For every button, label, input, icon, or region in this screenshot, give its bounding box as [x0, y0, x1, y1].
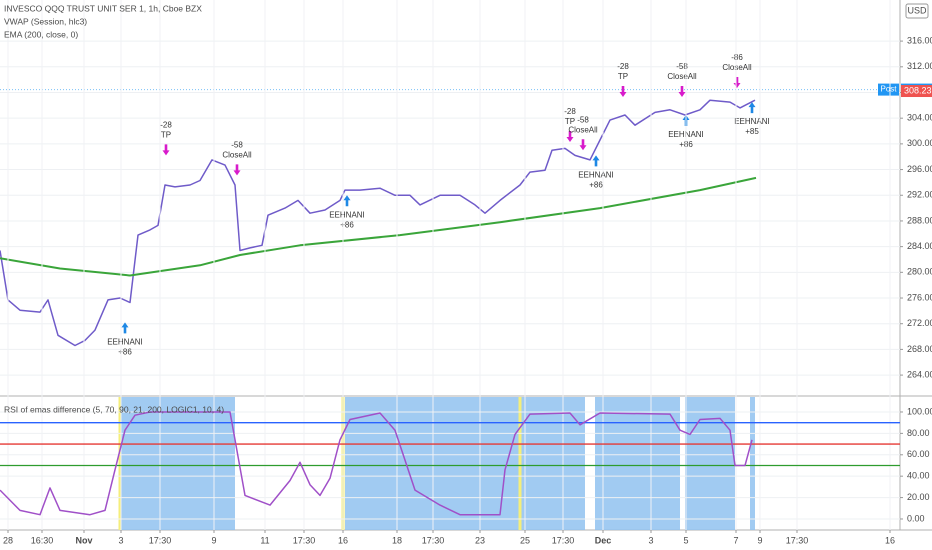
- y-tick-label: 272.00: [907, 318, 932, 328]
- signal-note: TP: [565, 117, 575, 126]
- short-signal-arrow: [579, 139, 587, 151]
- short-signal-arrow: [233, 164, 241, 176]
- y-tick-label: 300.00: [907, 138, 932, 148]
- signal-region: [120, 397, 235, 530]
- signal-label: -28: [564, 107, 576, 116]
- signal-label: -58: [676, 62, 688, 71]
- series-line: [0, 411, 753, 516]
- signal-note: CloseAll: [568, 125, 598, 134]
- signal-label: -58: [577, 115, 589, 124]
- y-tick-label: 264.00: [907, 369, 932, 379]
- x-tick-label: 17:30: [552, 535, 575, 545]
- signal-note: CloseAll: [222, 150, 252, 159]
- pane: 264.00 268.00 272.00 276.00 280.00 284.00 288.…: [0, 35, 932, 379]
- currency[interactable]: USD: [907, 5, 927, 15]
- y-tick-label: 312.00: [907, 61, 932, 71]
- y-tick-label: 276.00: [907, 292, 932, 302]
- signal-region: [595, 397, 680, 530]
- y-tick-label: 80.00: [907, 428, 930, 438]
- y-tick-label: 20.00: [907, 492, 930, 502]
- y-tick-label: 60.00: [907, 449, 930, 459]
- x-tick-label: 5: [683, 535, 688, 545]
- y-tick-label: 296.00: [907, 164, 932, 174]
- y-tick-label: 316.00: [907, 35, 932, 45]
- long-signal-arrow: [748, 102, 756, 114]
- signal-note: TP: [618, 72, 628, 81]
- currency-button[interactable]: [905, 3, 929, 19]
- x-tick-label: 17:30: [422, 535, 445, 545]
- signal-region: [750, 397, 755, 530]
- x-tick-label: 17:30: [786, 535, 809, 545]
- legend: INVESCO QQQ TRUST UNIT SER 1, 1h, Cboe B…: [4, 3, 224, 414]
- x-tick-label: 11: [260, 535, 269, 545]
- signal-label: -58: [231, 140, 243, 149]
- x-tick-label: 16: [885, 535, 895, 545]
- y-tick-label: 280.00: [907, 267, 932, 277]
- signal-note: TP: [161, 131, 171, 140]
- signal-note: CloseAll: [722, 63, 752, 72]
- y-tick-label: 0.00: [907, 513, 925, 523]
- signal-region: [685, 397, 735, 530]
- session-tag: [878, 83, 899, 96]
- price-badge-label: 308.23: [904, 85, 932, 95]
- x-tick-label: Dec: [595, 535, 612, 545]
- x-tick-label: 18: [392, 535, 402, 545]
- short-signal-arrow: [162, 144, 170, 156]
- series-line: [0, 99, 756, 347]
- signal-marker: [518, 397, 522, 530]
- signal-note: +86: [589, 181, 603, 190]
- signal-label: -28: [160, 121, 172, 130]
- short-signal-arrow: [733, 76, 741, 88]
- x-tick-label: 7: [733, 535, 738, 545]
- x-tick-label: Nov: [75, 535, 92, 545]
- y-tick-label: 288.00: [907, 215, 932, 225]
- x-tick-label: 28: [3, 535, 13, 545]
- y-tick-label: 284.00: [907, 241, 932, 251]
- signal-note: +85: [745, 127, 759, 136]
- x-tick-label: 9: [211, 535, 216, 545]
- signal-label: EEHNANI: [329, 210, 365, 219]
- x-tick-label: 17:30: [293, 535, 316, 545]
- x-tick-label: 3: [648, 535, 653, 545]
- signal-region: [520, 397, 585, 530]
- y-tick-label: 100.00: [907, 406, 932, 416]
- legend-entry[interactable]: EMA (200, close, 0): [4, 29, 78, 39]
- x-tick-label: 3: [118, 535, 123, 545]
- long-signal-arrow: [121, 322, 129, 334]
- legend-entry[interactable]: VWAP (Session, hlc3): [4, 16, 87, 26]
- indicator-title[interactable]: RSI of emas difference (5, 70, 90, 21, 2…: [4, 404, 224, 414]
- x-tick-label: 23: [475, 535, 485, 545]
- y-tick-label: 40.00: [907, 471, 930, 481]
- signal-note: CloseAll: [667, 72, 697, 81]
- signal-label: -28: [617, 62, 629, 71]
- short-signal-arrow: [678, 85, 686, 97]
- signal-note: +86: [340, 220, 354, 229]
- signal-label: EEHNANI: [734, 117, 770, 126]
- long-signal-arrow: [592, 155, 600, 167]
- x-tick-label: 16: [338, 535, 348, 545]
- long-signal-arrow: [343, 195, 351, 207]
- signal-label: -86: [731, 53, 743, 62]
- y-tick-label: 268.00: [907, 344, 932, 354]
- price-badge: [901, 85, 932, 98]
- y-tick-label: 304.00: [907, 113, 932, 123]
- x-tick-label: 9: [757, 535, 762, 545]
- short-signal-arrow: [619, 85, 627, 97]
- signal-marker: [118, 397, 122, 530]
- signal-note: +86: [118, 348, 132, 357]
- signal-label: EEHNANI: [107, 338, 143, 347]
- symbol-title: INVESCO QQQ TRUST UNIT SER 1, 1h, Cboe B…: [4, 3, 202, 13]
- session-label: Post: [880, 85, 897, 94]
- signal-label: EEHNANI: [578, 171, 614, 180]
- x-tick-label: 16:30: [31, 535, 54, 545]
- x-tick-label: 17:30: [149, 535, 172, 545]
- series-line: [0, 176, 757, 277]
- y-tick-label: 292.00: [907, 190, 932, 200]
- short-signal-arrow: [566, 130, 574, 142]
- x-tick-label: 25: [520, 535, 530, 545]
